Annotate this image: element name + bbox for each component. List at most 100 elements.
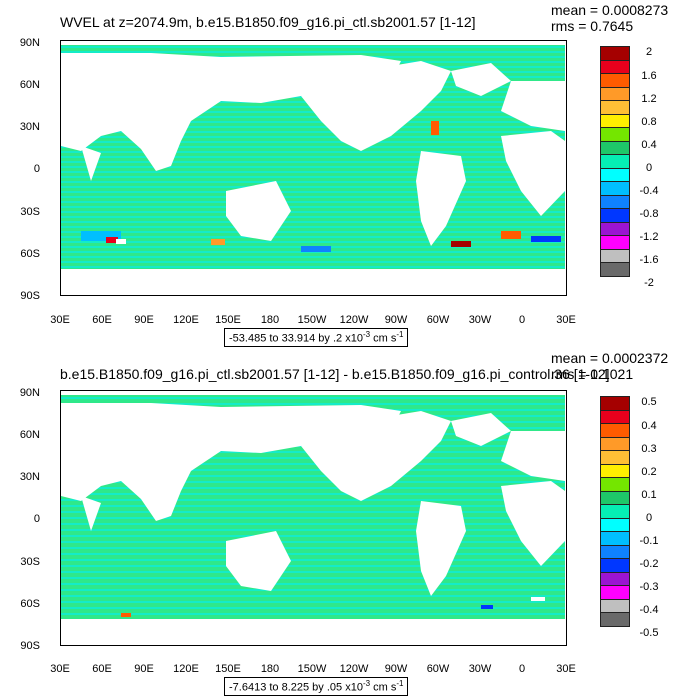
colorbar-label: -0.3 — [639, 581, 659, 593]
lon-label: 30W — [468, 314, 492, 326]
map-plot — [60, 40, 567, 296]
southern-ocean-anomalies — [121, 597, 545, 617]
colorbar-swatch — [600, 504, 630, 519]
land-masses — [61, 41, 565, 294]
colorbar-label: 0.1 — [641, 489, 657, 501]
ocean-field-map — [61, 41, 565, 294]
colorbar-label: -1.2 — [639, 231, 659, 243]
lon-label: 0 — [518, 314, 526, 326]
colorbar-swatch — [600, 585, 630, 600]
lon-label: 30E — [50, 663, 70, 675]
colorbar-label: -0.8 — [639, 208, 659, 220]
colorbar-label: 2 — [645, 46, 653, 58]
range-unit-exponent: -1 — [396, 330, 404, 339]
lat-label: 30S — [20, 556, 40, 568]
lat-label: 90N — [19, 37, 40, 49]
lon-label: 60E — [92, 663, 112, 675]
colorbar-swatch — [600, 531, 630, 546]
colorbar-swatch — [600, 100, 630, 115]
colorbar-swatch — [600, 450, 630, 465]
lat-label: 60S — [20, 248, 40, 260]
colorbar-swatch — [600, 598, 630, 613]
lat-label: 90S — [20, 290, 40, 302]
rms-label: rms = 0.7645 — [551, 18, 634, 34]
colorbar-swatch — [600, 235, 630, 250]
lon-label: 30E — [556, 663, 576, 675]
colorbar-label: -0.2 — [639, 558, 659, 570]
colorbar-label: 0 — [645, 162, 653, 174]
range-unit-exponent: -1 — [396, 679, 404, 688]
lon-label: 150E — [215, 314, 241, 326]
lon-label: 150E — [215, 663, 241, 675]
colorbar-swatch — [600, 46, 630, 61]
colorbar-swatch — [600, 477, 630, 492]
lon-label: 120W — [339, 663, 369, 675]
lon-label: 0 — [518, 663, 526, 675]
mean-label: mean = 0.0008273 — [551, 2, 669, 18]
contour-range-label: -53.485 to 33.914 by .2 x10-3 cm s-1 — [224, 328, 409, 347]
colorbar-label: 0.4 — [641, 420, 657, 432]
lon-label: 120E — [173, 663, 199, 675]
range-text: -7.6413 to 8.225 by .05 x10 — [229, 681, 363, 694]
colorbar: 0.5 0.4 0.3 0.2 0.1 0 -0.1 -0.2 -0.3 -0.… — [600, 396, 660, 639]
colorbar-label: -0.4 — [639, 604, 659, 616]
lon-label: 30E — [50, 314, 70, 326]
panel-title: WVEL at z=2074.9m, b.e15.B1850.f09_g16.p… — [60, 14, 476, 30]
colorbar-swatch — [600, 248, 630, 263]
lat-label: 60S — [20, 598, 40, 610]
range-unit: cm s — [370, 332, 397, 345]
colorbar-swatch — [600, 140, 630, 155]
contour-range-label: -7.6413 to 8.225 by .05 x10-3 cm s-1 — [224, 677, 409, 696]
lon-label: 90E — [134, 663, 154, 675]
colorbar-swatch — [600, 262, 630, 277]
lon-label: 150W — [297, 314, 327, 326]
range-exponent: -3 — [362, 330, 371, 339]
colorbar-label: 0 — [645, 512, 653, 524]
colorbar-swatch — [600, 423, 630, 438]
colorbar: 2 1.6 1.2 0.8 0.4 0 -0.4 -0.8 -1.2 -1.6 … — [600, 46, 660, 289]
colorbar-swatch — [600, 113, 630, 128]
colorbar-label: -0.5 — [639, 627, 659, 639]
ocean-field-map — [61, 391, 565, 644]
lon-label: 90W — [384, 663, 408, 675]
lon-label: 90E — [134, 314, 154, 326]
colorbar-swatch — [600, 396, 630, 411]
lat-label: 30N — [19, 121, 40, 133]
colorbar-swatch — [600, 558, 630, 573]
lon-label: 120E — [173, 314, 199, 326]
lat-label: 60N — [19, 79, 40, 91]
colorbar-label: 0.4 — [641, 139, 657, 151]
colorbar-label: -2 — [644, 277, 654, 289]
colorbar-swatch — [600, 490, 630, 505]
lat-label: 0 — [33, 163, 40, 175]
colorbar-swatch — [600, 127, 630, 142]
colorbar-swatch — [600, 544, 630, 559]
lat-label: 30N — [19, 471, 40, 483]
lat-label: 90S — [20, 640, 40, 652]
range-exponent: -3 — [362, 679, 371, 688]
colorbar-label: -1.6 — [639, 254, 659, 266]
colorbar-swatch — [600, 221, 630, 236]
lon-label: 60E — [92, 314, 112, 326]
colorbar-swatch — [600, 181, 630, 196]
colorbar-swatch — [600, 436, 630, 451]
lon-label: 60W — [426, 663, 450, 675]
southern-ocean-anomalies — [81, 121, 561, 252]
map-plot — [60, 390, 567, 646]
lon-label: 180 — [260, 663, 280, 675]
colorbar-swatch — [600, 612, 630, 627]
colorbar-swatch — [600, 86, 630, 101]
lon-label: 120W — [339, 314, 369, 326]
colorbar-swatch — [600, 517, 630, 532]
colorbar-label: -0.4 — [639, 185, 659, 197]
colorbar-swatch — [600, 463, 630, 478]
colorbar-label: 0.2 — [641, 466, 657, 478]
colorbar-swatch — [600, 167, 630, 182]
lon-label: 180 — [260, 314, 280, 326]
lat-label: 0 — [33, 513, 40, 525]
lat-label: 60N — [19, 429, 40, 441]
lon-label: 150W — [297, 663, 327, 675]
colorbar-label: 0.3 — [641, 443, 657, 455]
colorbar-swatch — [600, 73, 630, 88]
colorbar-label: 1.2 — [641, 93, 657, 105]
